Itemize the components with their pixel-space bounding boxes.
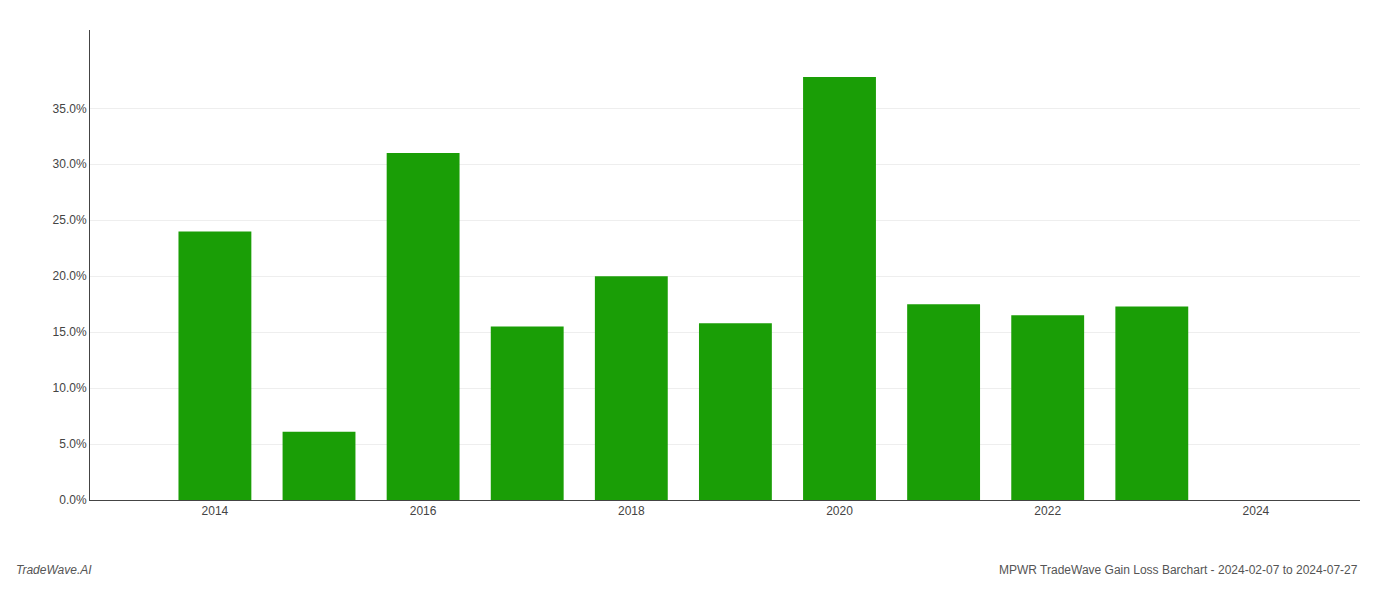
svg-text:5.0%: 5.0%: [59, 437, 87, 451]
svg-text:2014: 2014: [202, 504, 229, 518]
svg-text:2016: 2016: [410, 504, 437, 518]
svg-text:MPWR TradeWave Gain Loss Barch: MPWR TradeWave Gain Loss Barchart - 2024…: [999, 563, 1358, 577]
svg-text:2024: 2024: [1243, 504, 1270, 518]
svg-text:30.0%: 30.0%: [53, 157, 87, 171]
svg-text:TradeWave.AI: TradeWave.AI: [16, 563, 92, 577]
svg-text:10.0%: 10.0%: [53, 381, 87, 395]
svg-text:2020: 2020: [826, 504, 853, 518]
svg-text:2018: 2018: [618, 504, 645, 518]
svg-text:0.0%: 0.0%: [59, 493, 87, 507]
svg-text:2022: 2022: [1034, 504, 1061, 518]
svg-text:25.0%: 25.0%: [53, 213, 87, 227]
svg-text:20.0%: 20.0%: [53, 269, 87, 283]
svg-text:35.0%: 35.0%: [53, 102, 87, 116]
svg-text:15.0%: 15.0%: [53, 325, 87, 339]
